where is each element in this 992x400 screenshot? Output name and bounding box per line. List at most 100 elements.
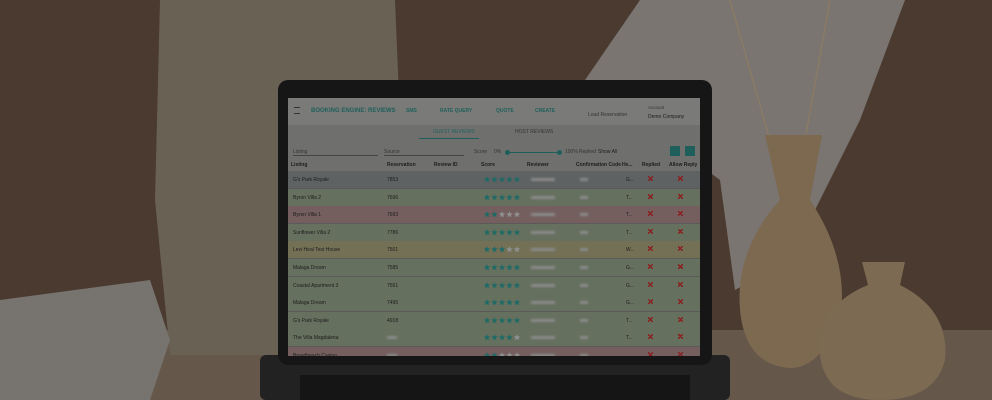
star <box>498 176 506 183</box>
action-button[interactable]: CREATE <box>535 108 556 114</box>
action-button[interactable]: QUOTE <box>496 108 514 114</box>
export-button[interactable] <box>670 146 680 156</box>
score-stars <box>483 299 521 306</box>
star <box>506 193 513 200</box>
cross-icon <box>648 281 653 287</box>
star <box>513 334 521 341</box>
blurred-reviewer <box>531 213 555 217</box>
slider-handle[interactable] <box>557 150 562 155</box>
blurred-reviewer <box>531 178 555 181</box>
blurred-code <box>580 213 588 217</box>
header-cell: T... <box>626 335 633 342</box>
star <box>491 281 498 288</box>
reservation-cell: 7853 <box>387 177 399 183</box>
filter-source[interactable]: Source <box>384 149 464 156</box>
score-stars <box>483 352 521 356</box>
account-label: Account <box>648 105 665 110</box>
reservation-cell: 7585 <box>387 265 399 271</box>
star <box>506 246 513 253</box>
toolbar <box>288 98 700 125</box>
header-cell: G... <box>626 265 635 271</box>
filter-listing[interactable]: Listing <box>293 149 378 156</box>
cross-icon <box>648 316 653 322</box>
header-cell: T... <box>626 229 633 236</box>
cross-icon <box>678 352 683 356</box>
curtain <box>585 0 905 290</box>
reservation-cell: 7501 <box>387 247 399 254</box>
blurred-code <box>580 248 588 252</box>
star <box>506 228 513 236</box>
cross-icon <box>648 176 653 181</box>
star <box>498 299 506 306</box>
star <box>498 316 506 324</box>
star <box>491 228 498 236</box>
cross-icon <box>678 316 683 322</box>
column-header: Listing <box>291 162 308 168</box>
cross-icon <box>678 193 683 199</box>
score-stars <box>483 228 521 236</box>
cross-icon <box>648 228 653 234</box>
blurred-reviewer <box>531 195 555 199</box>
column-header: Reviewer <box>527 162 549 168</box>
slider-handle[interactable] <box>505 150 510 155</box>
star <box>483 176 491 183</box>
cross-icon <box>678 299 683 305</box>
blurred-cell <box>387 336 397 340</box>
table-row[interactable] <box>288 347 700 356</box>
star <box>513 264 521 271</box>
listing-cell: Broadbeach Casino <box>293 353 337 356</box>
star <box>513 316 521 324</box>
star <box>483 193 491 200</box>
star <box>483 334 491 341</box>
star <box>491 193 498 200</box>
star <box>506 334 513 341</box>
star <box>498 228 506 236</box>
star <box>491 246 498 253</box>
blurred-reviewer <box>531 336 555 340</box>
blurred-code <box>580 195 588 199</box>
menu-icon[interactable] <box>294 107 300 114</box>
cross-icon <box>678 264 683 269</box>
column-header: Score <box>481 162 495 168</box>
listing-cell: Sunflower Villa 2 <box>293 229 331 236</box>
star <box>513 193 521 200</box>
cross-icon <box>648 334 653 340</box>
score-slider[interactable] <box>507 152 560 153</box>
reservation-cell: 7786 <box>387 229 399 236</box>
tab[interactable]: GUEST REVIEWS <box>433 129 475 135</box>
blurred-code <box>580 318 588 322</box>
header-cell: G... <box>626 300 635 307</box>
filter-score: Score <box>474 149 488 155</box>
listing-cell: Byron Villa 2 <box>293 194 321 201</box>
column-header: Confirmation Code <box>576 162 621 168</box>
star <box>498 264 506 271</box>
blurred-reviewer <box>531 318 555 322</box>
header-cell: T... <box>626 317 633 324</box>
clear-button[interactable] <box>685 146 695 156</box>
star <box>498 211 506 218</box>
star <box>506 176 513 183</box>
blurred-reviewer <box>531 230 555 234</box>
cross-icon <box>648 352 653 356</box>
column-header: Allow Reply <box>669 162 698 168</box>
blurred-code <box>580 266 588 269</box>
cross-icon <box>678 211 683 217</box>
score-stars <box>483 281 521 288</box>
reservation-cell: 7495 <box>387 300 399 307</box>
tab[interactable]: HOST REVIEWS <box>515 129 554 135</box>
action-button[interactable]: SMS <box>406 108 417 114</box>
star <box>483 211 491 218</box>
blurred-code <box>580 283 588 287</box>
account-value[interactable]: Demo Company <box>648 114 685 120</box>
cross-icon <box>678 334 683 340</box>
score-stars <box>483 246 521 253</box>
search-box[interactable]: Load Reservation <box>588 112 628 118</box>
screen: BOOKING ENGINE: REVIEWS SMS RATE QUERY QUOT… <box>288 98 700 356</box>
action-button[interactable]: RATE QUERY <box>440 108 473 114</box>
listing-cell: G's Park Royale <box>293 317 329 324</box>
listing-cell: G's Park Royale <box>293 177 329 183</box>
listing-cell: The Villa Magdalena <box>293 335 339 342</box>
score-stars <box>483 211 521 218</box>
replied-value[interactable]: Show All <box>598 149 618 155</box>
cross-icon <box>648 264 653 269</box>
